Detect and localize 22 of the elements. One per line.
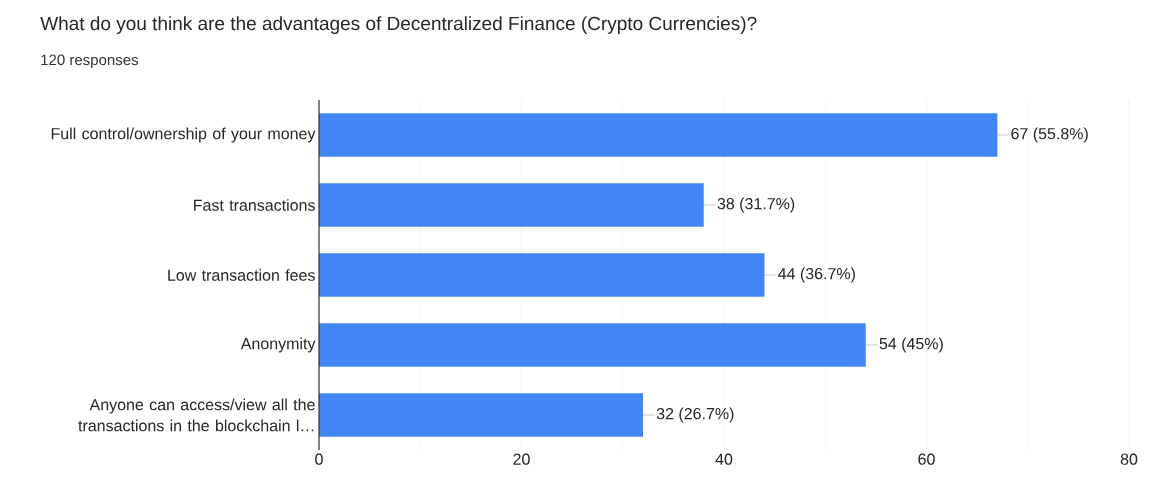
text: 120 responses <box>41 54 139 69</box>
x-tick-label: 80 <box>1120 453 1138 465</box>
data-label: 32 (26.7%) <box>656 407 734 423</box>
y-tick-label: Anonymity <box>240 337 316 353</box>
x-tick-label: 0 <box>315 453 323 465</box>
bar <box>319 323 866 367</box>
y-tick-label: Low transaction fees <box>168 269 315 281</box>
bar <box>319 113 998 157</box>
data-label: 67 (55.8%) <box>1011 127 1088 143</box>
x-tick-label: 40 <box>715 453 733 465</box>
x-tick-label: 60 <box>918 453 935 465</box>
y-tick-label: Fast transactions <box>194 199 315 211</box>
y-tick-label: Full control/ownership of your money <box>51 127 316 143</box>
data-label: 44 (36.7%) <box>778 267 855 283</box>
chart-title: What do you think are the advantages of Decentralized Finance (Crypto Currencies)? <box>40 16 757 34</box>
data-label: 54 (45%) <box>879 337 943 353</box>
y-tick-label: Anyone can access/view all the transactions in the blockchain l… <box>78 398 315 432</box>
x-tick-label: 20 <box>513 453 530 465</box>
bar <box>319 253 765 297</box>
bar <box>319 393 643 437</box>
data-label: 38 (31.7%) <box>717 197 795 213</box>
bar <box>319 183 704 227</box>
